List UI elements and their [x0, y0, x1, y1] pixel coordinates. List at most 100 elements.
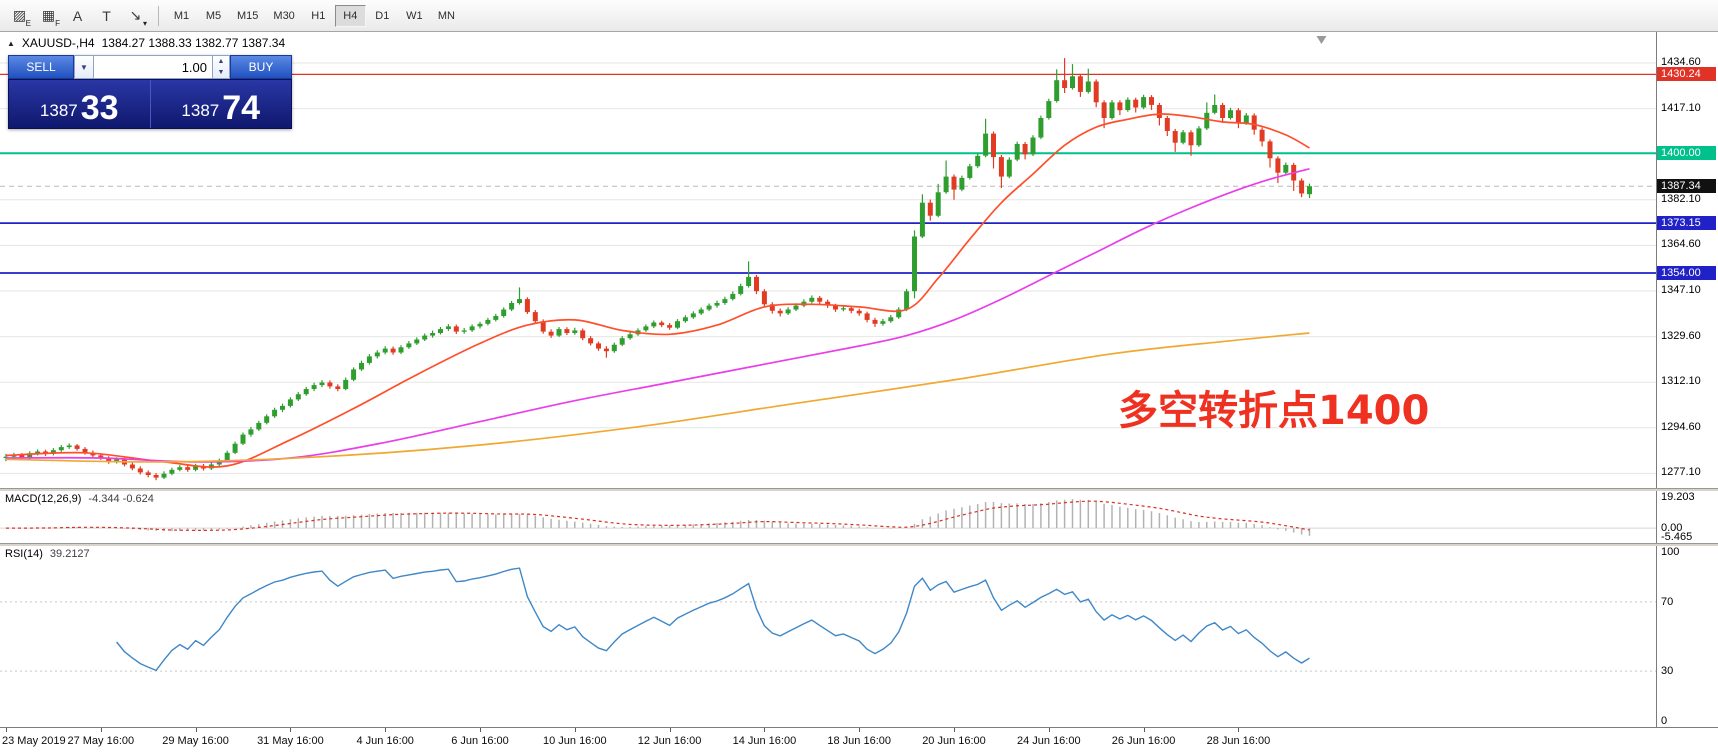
time-tick: [1238, 728, 1240, 732]
timeframe-h1[interactable]: H1: [303, 5, 334, 27]
pattern-e-icon[interactable]: ▨ E: [6, 4, 33, 28]
macd-axis-tick: 0.00: [1661, 522, 1683, 535]
time-tick: [954, 728, 955, 732]
candlestick-chart[interactable]: [0, 32, 1656, 488]
grid-f-icon[interactable]: ▦ F: [35, 4, 62, 28]
price-tick: 1277.10: [1661, 466, 1701, 479]
toolbar-icons: ▨ E ▦ F A T ↘ ▾: [6, 4, 151, 28]
time-tick: [1143, 728, 1145, 732]
time-tick: [669, 728, 671, 732]
chart-area: ▲ XAUUSD-,H4 1384.27 1388.33 1382.77 138…: [0, 32, 1718, 753]
rsi-name: RSI(14): [5, 548, 43, 560]
price-divider: [149, 80, 151, 128]
price-axis[interactable]: 1434.60 1417.10 1382.10 1364.60 1347.10 1329.…: [1656, 32, 1718, 488]
macd-histogram: [13, 499, 1311, 536]
buy-price-display[interactable]: 1387 74: [151, 80, 292, 128]
time-axis[interactable]: 23 May 2019 27 May 16:00 29 May 16:00 31 Ma…: [0, 727, 1718, 753]
pane-separator[interactable]: [0, 488, 1718, 491]
timeframe-d1[interactable]: D1: [367, 5, 398, 27]
ma-mid-line: [5, 167, 1310, 463]
time-label: 14 Jun 16:00: [732, 735, 797, 747]
price-tick: 1312.10: [1661, 375, 1701, 388]
rsi-axis-tick: 0: [1661, 715, 1668, 727]
time-tick: [574, 728, 576, 732]
toolbar: ▨ E ▦ F A T ↘ ▾ M1 M5 M15 M30 H1 H4 D1 W1 MN: [0, 0, 1718, 32]
rsi-label: RSI(14) 39.2127: [5, 548, 90, 560]
buy-button[interactable]: BUY: [230, 55, 292, 79]
macd-signal-line: [6, 500, 1310, 532]
rsi-axis-tick: 100: [1661, 546, 1680, 558]
macd-name: MACD(12,26,9): [5, 493, 82, 505]
timeframe-mn[interactable]: MN: [431, 5, 462, 27]
time-tick: [764, 728, 766, 732]
letter-a-icon[interactable]: A: [64, 4, 91, 28]
sell-button[interactable]: SELL: [8, 55, 74, 79]
ohlc-values: 1384.27 1388.33 1382.77 1387.34: [101, 36, 286, 50]
price-display-row: 1387 33 1387 74: [8, 79, 292, 129]
macd-current-values: -4.344 -0.624: [88, 493, 154, 505]
rsi-axis-tick: 70: [1661, 595, 1674, 608]
sell-price-display[interactable]: 1387 33: [9, 80, 150, 128]
price-line-label: 1354.00: [1657, 265, 1716, 280]
sell-options-caret-icon[interactable]: ▼: [74, 55, 94, 79]
rsi-line: [116, 567, 1310, 672]
pane-separator[interactable]: [0, 543, 1718, 546]
time-label: 18 Jun 16:00: [827, 735, 891, 747]
time-label: 26 Jun 16:00: [1111, 735, 1176, 747]
time-tick: [195, 728, 197, 732]
time-label: 23 May 2019: [2, 735, 66, 747]
rsi-axis-tick: 30: [1661, 665, 1674, 678]
spin-down-icon[interactable]: ▼: [217, 69, 225, 76]
chart-shift-marker-icon[interactable]: [1316, 36, 1327, 44]
time-tick: [6, 728, 7, 732]
macd-axis-tick: 19.203: [1661, 491, 1695, 503]
volume-input[interactable]: [94, 55, 212, 79]
timeframe-w1[interactable]: W1: [399, 5, 430, 27]
timeframe-buttons: M1 M5 M15 M30 H1 H4 D1 W1 MN: [166, 4, 463, 27]
candles-group: [3, 58, 1312, 481]
price-tick: 1434.60: [1661, 56, 1701, 68]
chart-title: ▲ XAUUSD-,H4 1384.27 1388.33 1382.77 138…: [7, 36, 285, 50]
time-label: 20 Jun 16:00: [922, 735, 986, 747]
time-tick: [859, 728, 861, 732]
rsi-current-value: 39.2127: [49, 548, 90, 560]
rsi-axis[interactable]: 100 70 30 0: [1656, 546, 1718, 727]
timeframe-m1[interactable]: M1: [166, 5, 197, 27]
price-tick: 1417.10: [1661, 101, 1701, 114]
macd-axis-tick: -5.465: [1661, 531, 1693, 543]
timeframe-m30[interactable]: M30: [266, 5, 301, 27]
macd-axis[interactable]: 19.203 0.00 -5.465: [1656, 491, 1718, 543]
timeframe-m15[interactable]: M15: [230, 5, 265, 27]
symbol-label: XAUUSD-,H4: [21, 36, 95, 50]
time-label: 27 May 16:00: [67, 735, 135, 747]
chart-annotation-text: 多空转折点1400: [1118, 388, 1430, 434]
time-label: 10 Jun 16:00: [542, 735, 607, 747]
time-tick: [1048, 728, 1050, 732]
collapse-icon[interactable]: ▲: [7, 38, 15, 48]
spin-up-icon[interactable]: ▲: [217, 58, 225, 65]
price-line-label: 1387.34: [1657, 178, 1716, 193]
sell-price-dec: 33: [80, 89, 119, 128]
time-tick: [385, 728, 387, 732]
one-click-trade-panel: SELL ▼ ▲ ▼ BUY 1387 33 13: [8, 55, 292, 129]
price-tick: 1382.10: [1661, 192, 1701, 205]
macd-pane[interactable]: MACD(12,26,9) -4.344 -0.624: [0, 491, 1656, 543]
buy-price-dec: 74: [222, 89, 261, 128]
time-label: 12 Jun 16:00: [637, 735, 702, 747]
timeframe-m5[interactable]: M5: [198, 5, 229, 27]
draw-tool-icon[interactable]: ↘ ▾: [122, 4, 149, 28]
main-chart-pane[interactable]: ▲ XAUUSD-,H4 1384.27 1388.33 1382.77 138…: [0, 32, 1656, 488]
price-tick: 1294.60: [1661, 420, 1701, 433]
timeframe-h4[interactable]: H4: [334, 4, 366, 27]
price-line-label: 1400.00: [1657, 145, 1716, 160]
price-line-label: 1430.24: [1657, 66, 1716, 81]
text-tool-icon[interactable]: T: [93, 4, 120, 28]
time-label: 29 May 16:00: [162, 735, 229, 747]
price-tick: 1347.10: [1661, 284, 1701, 296]
rsi-pane[interactable]: RSI(14) 39.2127: [0, 546, 1656, 727]
macd-chart: [0, 499, 1656, 536]
time-tick: [480, 728, 481, 732]
price-tick: 1364.60: [1661, 238, 1701, 251]
volume-spinner[interactable]: ▲ ▼: [212, 55, 230, 79]
